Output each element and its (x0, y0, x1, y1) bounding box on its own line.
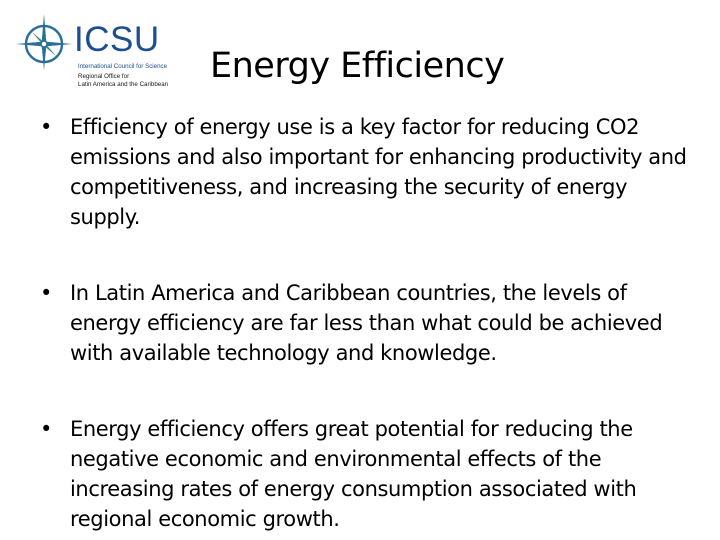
logo-region-line: Latin America and the Caribbean (78, 81, 169, 88)
bullet-item: • Energy efficiency offers great potenti… (40, 414, 700, 534)
bullet-text: In Latin America and Caribbean countries… (70, 281, 663, 365)
bullet-marker: • (40, 281, 52, 305)
bullet-item: • In Latin America and Caribbean countri… (40, 278, 700, 368)
bullet-list: • Efficiency of energy use is a key fact… (40, 112, 700, 534)
logo-office-line: Regional Office for (78, 73, 130, 80)
icsu-logo: ICSU International Council for Science R… (14, 10, 194, 94)
bullet-item: • Efficiency of energy use is a key fact… (40, 112, 700, 232)
bullet-marker: • (40, 417, 52, 441)
slide-title: Energy Efficiency (210, 46, 505, 86)
bullet-text: Energy efficiency offers great potential… (70, 417, 637, 531)
logo-subtitle: International Council for Science (78, 63, 168, 70)
bullet-marker: • (40, 115, 52, 139)
bullet-text: Efficiency of energy use is a key factor… (70, 115, 687, 229)
logo-name: ICSU (74, 20, 160, 59)
compass-star-icon (16, 14, 72, 70)
